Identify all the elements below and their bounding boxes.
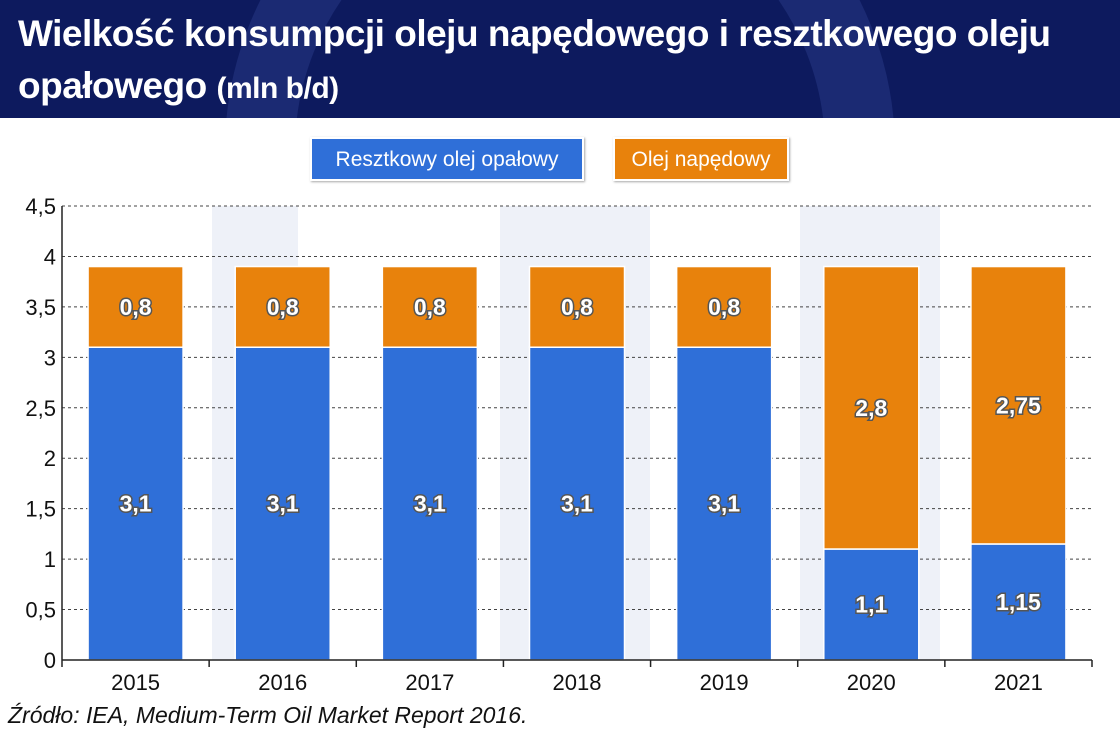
chart-area: Resztkowy olej opałowy Olej napędowy 0 0,5… (25, 137, 1093, 695)
y-tick-label: 2 (44, 446, 56, 471)
data-label: 3,1 (561, 491, 593, 517)
data-label: 0,8 (120, 294, 152, 320)
data-label: 3,1 (414, 491, 446, 517)
legend-item-residual-label: Resztkowy olej opałowy (336, 148, 559, 171)
x-tick-label: 2017 (405, 670, 454, 695)
bar-diesel (970, 265, 1067, 545)
chart-gridlines (62, 205, 1092, 611)
legend-item-residual-swatch (310, 137, 584, 181)
data-label: 3,1 (708, 491, 740, 517)
chart-title-unit: (mln b/d) (216, 72, 340, 105)
y-tick-label: 0 (44, 648, 56, 673)
data-label: 2,75 (996, 392, 1041, 418)
y-tick-label: 3,5 (25, 295, 56, 320)
data-label: 0,8 (561, 294, 593, 320)
y-tick-label: 1 (44, 547, 56, 572)
y-tick-label: 4 (44, 244, 56, 269)
data-label: 3,1 (267, 491, 299, 517)
chart-header: Wielkość konsumpcji oleju napędowego i r… (0, 0, 1120, 118)
data-label: 0,8 (414, 294, 446, 320)
legend-item-diesel-swatch (613, 137, 789, 181)
chart-title: Wielkość konsumpcji oleju napędowego i r… (18, 8, 1108, 115)
bar-residual (823, 548, 920, 661)
y-tick-label: 1,5 (25, 497, 56, 522)
chart-title-main: Wielkość konsumpcji oleju napędowego i r… (18, 13, 1051, 106)
x-tick-label: 2020 (847, 670, 896, 695)
bar-residual (528, 346, 626, 661)
bar-residual (87, 346, 184, 661)
y-tick-label: 2,5 (25, 396, 56, 421)
bar-diesel (528, 265, 626, 348)
chart-legend: Resztkowy olej opałowy Olej napędowy (310, 137, 789, 181)
x-tick-label: 2016 (258, 670, 307, 695)
source-note: Źródło: IEA, Medium-Term Oil Market Repo… (8, 702, 528, 728)
bar-diesel (823, 265, 920, 550)
data-label: 0,8 (267, 294, 299, 320)
data-label: 3,1 (120, 491, 152, 517)
bar-diesel (381, 265, 479, 348)
x-axis: 2015 2016 2017 2018 2019 2020 2021 (61, 659, 1093, 695)
data-label: 1,15 (996, 589, 1041, 615)
bar-residual (970, 543, 1067, 661)
data-label: 0,8 (708, 294, 740, 320)
x-tick-label: 2015 (111, 670, 160, 695)
data-label: 1,1 (855, 592, 887, 618)
bar-diesel (675, 265, 773, 348)
x-tick-label: 2019 (700, 670, 749, 695)
y-tick-label: 4,5 (25, 194, 56, 219)
y-tick-label: 0,5 (25, 598, 56, 623)
x-tick-label: 2021 (994, 670, 1043, 695)
chart-bars: 3,1 0,8 3,1 0,8 3,1 0,8 3,1 0,8 3,1 0,8 1,1 2,8 1,15… (87, 265, 1067, 661)
y-axis: 0 0,5 1 1,5 2 2,5 3 3,5 4 4,5 (25, 194, 63, 673)
bar-residual (381, 346, 479, 661)
legend-item-diesel-label: Olej napędowy (632, 148, 771, 171)
bar-diesel (234, 265, 331, 348)
data-label: 2,8 (855, 395, 887, 421)
x-tick-label: 2018 (553, 670, 602, 695)
bar-diesel (87, 265, 184, 348)
bar-residual (234, 346, 331, 661)
y-tick-label: 3 (44, 345, 56, 370)
